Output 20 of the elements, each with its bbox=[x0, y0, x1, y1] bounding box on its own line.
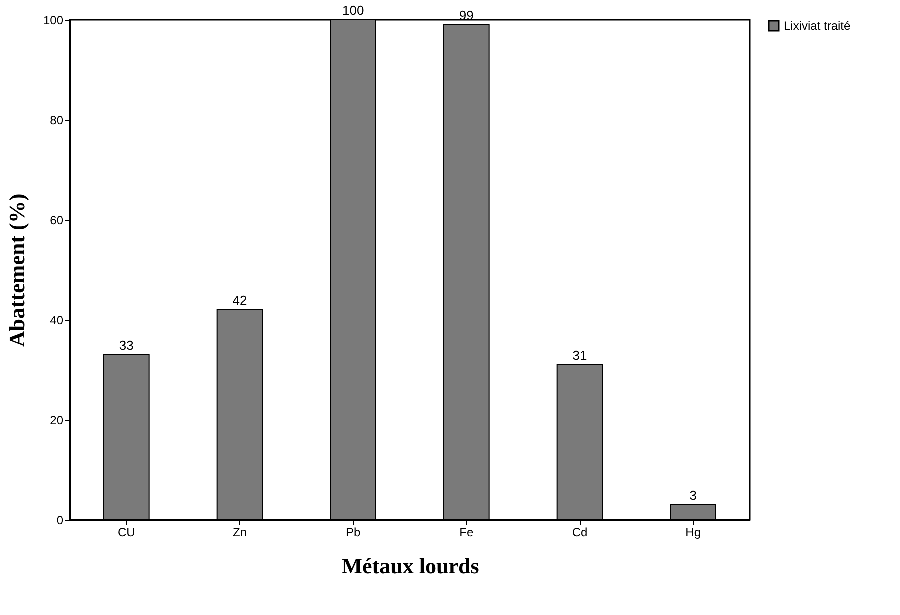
y-tick-label: 100 bbox=[43, 14, 64, 28]
x-tick-label: Zn bbox=[232, 526, 248, 540]
data-label: 3 bbox=[690, 488, 697, 503]
x-tick-label: Hg bbox=[686, 526, 702, 540]
x-tick-label: Pb bbox=[346, 526, 361, 540]
y-axis-title: Abattement (%) bbox=[4, 194, 30, 348]
y-tick-label: 60 bbox=[50, 214, 64, 228]
y-tick-label: 80 bbox=[50, 114, 64, 128]
x-axis-title: Métaux lourds bbox=[342, 554, 480, 578]
y-tick-label: 0 bbox=[56, 514, 64, 528]
y-tick-label: 20 bbox=[50, 414, 64, 428]
data-label: 31 bbox=[572, 348, 588, 363]
x-tick-label: CU bbox=[118, 526, 136, 540]
y-tick-label: 40 bbox=[50, 314, 64, 328]
data-label: 100 bbox=[342, 3, 364, 18]
x-tick-label: Cd bbox=[572, 526, 588, 540]
data-label: 33 bbox=[119, 338, 134, 353]
x-tick-label: Fe bbox=[460, 526, 474, 540]
data-label: 42 bbox=[232, 293, 248, 308]
legend-label: Lixiviat traité bbox=[784, 19, 852, 33]
